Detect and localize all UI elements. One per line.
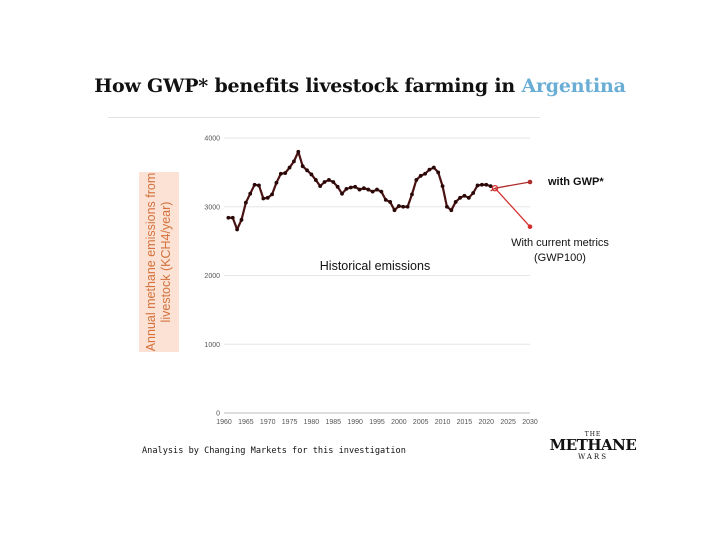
historical-data-point [379,189,384,194]
historical-data-point [340,191,344,196]
y-tick-label: 0 [216,411,220,418]
x-tick-label: 1985 [325,419,341,426]
historical-data-point [449,208,454,213]
historical-data-point [410,192,414,197]
historical-data-point [431,165,436,170]
logo-top-text: THE [584,431,602,438]
chart-title: How GWP* benefits livestock farming in A… [94,75,626,97]
historical-data-point [466,195,471,200]
x-tick-label: 2010 [435,419,451,426]
historical-data-point [261,196,266,201]
logo-main-text: METHANE [549,436,637,454]
historical-data-point [471,191,476,195]
historical-data-point [313,178,318,182]
x-tick-label: 1965 [238,419,254,426]
historical-data-point [488,184,493,189]
historical-data-point [418,173,423,178]
x-tick-label: 2005 [413,419,429,426]
historical-data-point [361,186,366,191]
historical-data-point [296,149,301,154]
historical-data-point [427,167,432,172]
historical-data-point [239,217,244,222]
y-tick-label: 1000 [204,342,220,349]
x-tick-label: 2000 [391,419,407,426]
historical-data-point [283,171,288,175]
historical-data-point [270,192,274,197]
historical-data-point [414,178,419,182]
historical-data-point [335,184,340,189]
historical-data-point [423,171,427,176]
historical-data-point [484,182,489,187]
historical-data-point [375,187,379,192]
gwp100-label-metric: (GWP100) [534,252,586,264]
historical-data-point [366,187,371,192]
historical-data-point [318,184,323,189]
historical-data-point [396,204,401,208]
historical-data-point [265,195,270,200]
y-tick-label: 2000 [204,273,220,280]
x-tick-label: 1960 [216,419,232,426]
historical-data-point [440,184,445,189]
x-tick-label: 2020 [478,419,494,426]
x-tick-label: 1970 [260,419,276,426]
logo-bottom-text: WARS [578,453,608,461]
historical-data-point [287,165,292,170]
historical-data-point [462,193,467,198]
historical-data-point [309,172,314,177]
source-note: Analysis by Changing Markets for this in… [142,446,406,456]
gwp100-end-point [527,224,533,229]
historical-data-point [278,171,283,176]
historical-data-point [230,215,235,220]
x-tick-label: 1980 [304,419,320,426]
historical-data-point [348,185,353,190]
historical-data-point [243,200,248,205]
y-tick-label: 3000 [204,204,220,211]
historical-data-point [453,200,458,204]
chart-title-highlight: Argentina [521,75,626,97]
historical-data-point [475,183,480,188]
historical-data-point [252,182,257,187]
historical-data-point [445,204,449,209]
x-tick-label: 2025 [500,419,516,426]
historical-emissions-label: Historical emissions [320,259,430,273]
historical-data-point [401,204,406,209]
historical-data-point [327,178,331,182]
x-tick-label: 1975 [282,419,298,426]
historical-data-point [235,227,240,232]
historical-data-point [480,182,484,187]
gwp100-label: With current metrics [511,237,609,249]
x-tick-label: 1990 [347,419,363,426]
historical-data-point [300,164,305,169]
historical-data-point [305,168,309,173]
historical-data-point [322,180,327,184]
historical-data-point [292,159,296,164]
y-tick-label: 4000 [204,136,220,143]
historical-data-point [226,215,231,220]
gwp100-projection-line [494,187,531,228]
projection-start-point [491,184,499,192]
historical-data-point [344,186,349,191]
historical-data-point [274,180,279,185]
historical-data-point [405,204,410,209]
x-tick-label: 1995 [369,419,385,426]
historical-data-point [436,170,441,175]
historical-data-point [257,183,261,188]
gwp-star-end-point [527,179,533,185]
historical-data-point [383,197,388,202]
x-tick-label: 2030 [522,419,538,426]
historical-data-point [388,200,393,204]
historical-data-point [392,208,397,213]
title-divider [108,117,540,118]
historical-data-point [458,195,462,200]
x-tick-label: 2015 [457,419,473,426]
historical-data-point [331,180,336,184]
historical-data-point [370,189,375,194]
historical-data-point [357,187,362,192]
historical-data-point [353,184,358,189]
methane-wars-logo: THE METHANE WARS [548,431,638,462]
y-axis-label-background [139,172,179,352]
historical-data-point [248,191,253,196]
gwp-star-label: with GWP* [547,176,604,188]
